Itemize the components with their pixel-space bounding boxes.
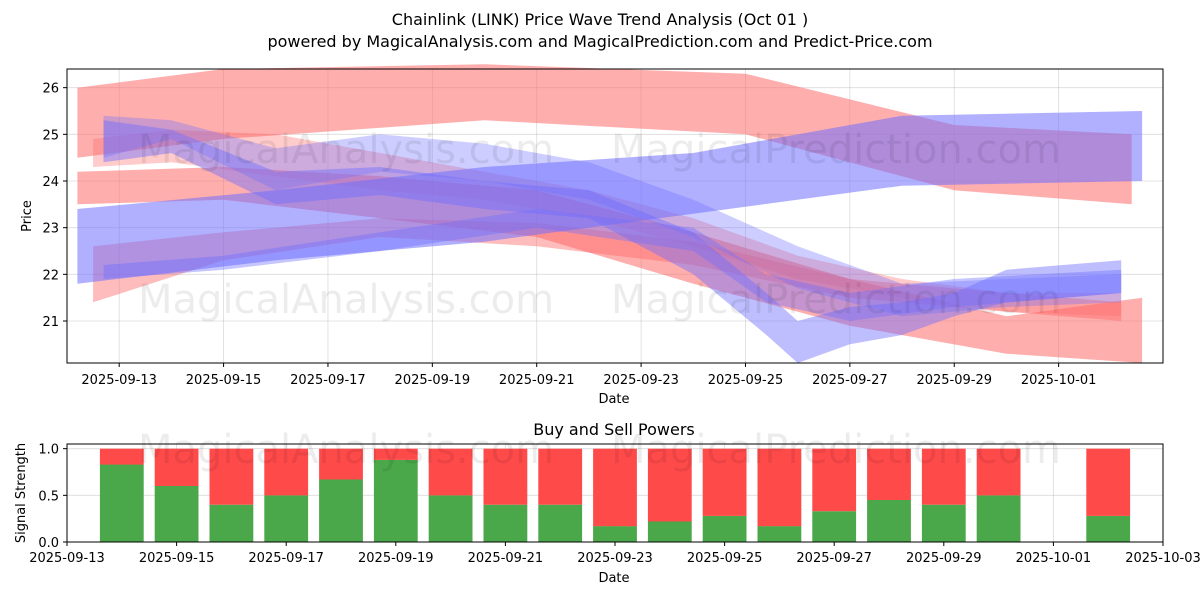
wave-band-blue-wave-low: [103, 209, 1122, 321]
price-x-tick-label: 2025-09-29: [916, 373, 992, 388]
price-x-axis-label: Date: [598, 392, 629, 407]
price-x-tick-label: 2025-09-27: [812, 373, 888, 388]
price-y-axis: 21 22 23 24 25 26: [42, 82, 67, 330]
wave-band-red-wave-top: [77, 64, 1132, 205]
buy-bar: [1086, 515, 1131, 542]
sell-bar: [99, 448, 144, 465]
signal-x-axis-label: Date: [598, 571, 629, 586]
price-x-tick-label: 2025-10-01: [1021, 373, 1097, 388]
price-y-tick-label: 23: [42, 222, 59, 237]
sell-bar: [1086, 448, 1131, 516]
chart-subtitle: powered by MagicalAnalysis.com and Magic…: [267, 32, 932, 51]
wave-band-red-wave-falling: [77, 167, 1143, 363]
signal-y-axis-label: Signal Strength: [14, 443, 29, 543]
buy-bar: [921, 504, 966, 542]
sell-bar: [593, 448, 637, 527]
buy-bar: [264, 495, 309, 542]
signal-x-tick-label: 2025-09-15: [139, 551, 215, 566]
price-x-tick-label: 2025-09-13: [81, 373, 157, 388]
sell-bar: [702, 448, 747, 516]
buy-bar: [593, 526, 637, 542]
watermark-prediction-top: MagicalPrediction.com: [611, 127, 1061, 173]
watermark-prediction-bottom: MagicalPrediction.com: [611, 427, 1061, 473]
signal-x-tick-label: 2025-09-25: [687, 551, 763, 566]
sell-bar: [373, 448, 418, 460]
price-x-tick-label: 2025-09-17: [290, 373, 366, 388]
price-wave-bands: [77, 64, 1143, 363]
signal-y-tick-label: 1.0: [38, 443, 59, 458]
buy-bar: [428, 495, 473, 542]
signal-x-tick-label: 2025-09-19: [358, 551, 434, 566]
signal-x-tick-label: 2025-09-21: [468, 551, 544, 566]
buy-bar: [319, 479, 363, 542]
sell-bar: [812, 448, 857, 512]
buy-bar: [209, 504, 254, 542]
buy-bar: [757, 526, 802, 542]
buy-bar: [812, 511, 857, 542]
signal-x-tick-label: 2025-09-13: [29, 551, 105, 566]
buy-bar: [538, 504, 583, 542]
wave-band-blue-wave-dip: [103, 120, 1122, 363]
signal-panel: Buy and Sell Powers MagicalAnalysis.com …: [14, 420, 1200, 586]
price-y-tick-label: 21: [42, 315, 59, 330]
price-y-tick-label: 24: [42, 175, 59, 190]
price-x-tick-label: 2025-09-15: [186, 373, 262, 388]
signal-bars: [99, 448, 1131, 542]
price-y-axis-label: Price: [20, 200, 35, 232]
buy-bar: [867, 500, 911, 542]
buy-bar: [647, 521, 692, 542]
buy-bar: [702, 515, 747, 542]
buy-bar: [154, 486, 199, 542]
watermark-analysis-mid: MagicalAnalysis.com: [138, 277, 554, 323]
wave-band-red-wave-rising: [93, 218, 1122, 321]
price-y-tick-label: 22: [42, 268, 59, 283]
watermark-analysis-top: MagicalAnalysis.com: [138, 127, 554, 173]
signal-y-tick-label: 0.0: [38, 536, 59, 551]
watermark-prediction-mid: MagicalPrediction.com: [611, 277, 1061, 323]
watermark-analysis-bottom: MagicalAnalysis.com: [138, 427, 554, 473]
price-x-tick-label: 2025-09-21: [499, 373, 575, 388]
signal-x-axis: 2025-09-13 2025-09-15 2025-09-17 2025-09-19…: [29, 542, 1200, 566]
price-wave-panel: MagicalAnalysis.com MagicalPrediction.co…: [20, 64, 1164, 407]
sell-bar: [319, 448, 363, 480]
signal-chart-title: Buy and Sell Powers: [533, 420, 695, 439]
signal-x-tick-label: 2025-09-27: [796, 551, 872, 566]
sell-bar: [264, 448, 309, 496]
signal-y-axis: 0.0 0.5 1.0: [38, 443, 67, 551]
chart-title: Chainlink (LINK) Price Wave Trend Analys…: [392, 10, 808, 29]
sell-bar: [976, 448, 1021, 496]
signal-x-tick-label: 2025-09-17: [248, 551, 324, 566]
price-axes-frame: [66, 68, 1164, 364]
price-x-tick-label: 2025-09-23: [603, 373, 679, 388]
buy-bar: [373, 459, 418, 542]
signal-x-tick-label: 2025-10-01: [1016, 551, 1092, 566]
sell-bar: [538, 448, 583, 505]
sell-bar: [154, 448, 199, 486]
price-y-tick-label: 26: [42, 82, 59, 97]
sell-bar: [209, 448, 254, 505]
wave-band-blue-wave-rising: [77, 111, 1143, 284]
sell-bar: [867, 448, 911, 500]
price-x-tick-label: 2025-09-25: [708, 373, 784, 388]
buy-bar: [99, 464, 144, 542]
buy-bar: [976, 495, 1021, 542]
signal-x-tick-label: 2025-10-03: [1125, 551, 1200, 566]
wave-band-blue-wave-upper: [103, 115, 1122, 317]
price-x-tick-label: 2025-09-19: [395, 373, 471, 388]
sell-bar: [428, 448, 473, 496]
signal-y-tick-label: 0.5: [38, 489, 59, 504]
signal-x-tick-label: 2025-09-23: [577, 551, 653, 566]
signal-x-tick-label: 2025-09-29: [906, 551, 982, 566]
sell-bar: [757, 448, 802, 527]
buy-bar: [483, 504, 528, 542]
sell-bar: [921, 448, 966, 505]
sell-bar: [647, 448, 692, 522]
price-x-axis: 2025-09-13 2025-09-15 2025-09-17 2025-09-19…: [81, 363, 1096, 388]
sell-bar: [483, 448, 528, 505]
price-y-tick-label: 25: [42, 128, 59, 143]
